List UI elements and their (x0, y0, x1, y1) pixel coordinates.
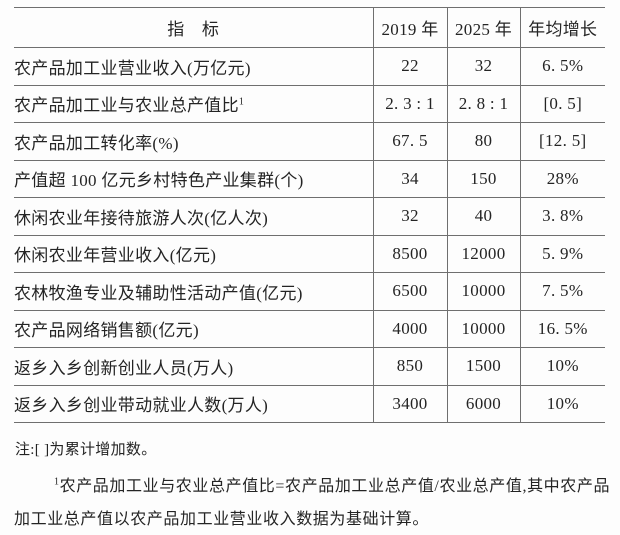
footnote-marker: 1 (238, 96, 245, 108)
value-2025-cell: 32 (446, 47, 520, 86)
table-row: 农产品加工业与农业总产值比1 2. 3 : 1 2. 8 : 1 [0. 5] (14, 85, 605, 123)
growth-cell: 10% (519, 385, 605, 423)
growth-cell: [0. 5] (519, 85, 605, 123)
plan-indicators-table: 指 标 2019 年 2025 年 年均增长 农产品加工业营业收入(万亿元) 2… (14, 7, 605, 423)
value-2025-cell: 150 (446, 160, 520, 198)
header-indicator: 指 标 (14, 7, 373, 48)
value-2019-cell: 2. 3 : 1 (372, 85, 447, 123)
value-2025-cell: 1500 (446, 347, 520, 386)
growth-cell: 7. 5% (519, 272, 605, 311)
table-row: 农林牧渔专业及辅助性活动产值(亿元) 6500 10000 7. 5% (14, 272, 605, 311)
footnote-line-2: 加工业总产值以农产品加工业营业收入数据为基础计算。 (14, 511, 430, 528)
header-2019: 2019 年 (372, 7, 447, 48)
growth-cell: 5. 9% (519, 235, 605, 273)
table-row: 返乡入乡创新创业人员(万人) 850 1500 10% (14, 347, 605, 386)
value-2019-cell: 4000 (372, 310, 447, 348)
indicator-cell: 农产品网络销售额(亿元) (14, 310, 373, 348)
value-2025-cell: 10000 (446, 272, 520, 311)
footnote-line-1: 1农产品加工业与农业总产值比=农产品加工业总产值/农业总产值,其中农产品 (54, 472, 610, 496)
header-growth: 年均增长 (519, 7, 605, 48)
value-2019-cell: 32 (372, 197, 447, 236)
value-2025-cell: 40 (446, 197, 520, 236)
indicator-text: 农产品加工业与农业总产值比 (14, 96, 239, 116)
value-2019-cell: 6500 (372, 272, 447, 311)
growth-cell: [12. 5] (519, 122, 605, 161)
table-row: 休闲农业年接待旅游人次(亿人次) 32 40 3. 8% (14, 197, 605, 236)
value-2025-cell: 2. 8 : 1 (446, 85, 520, 123)
indicator-cell: 产值超 100 亿元乡村特色产业集群(个) (14, 160, 373, 198)
indicator-cell: 返乡入乡创新创业人员(万人) (14, 347, 373, 386)
indicator-cell: 休闲农业年营业收入(亿元) (14, 235, 373, 273)
value-2019-cell: 3400 (372, 385, 447, 423)
footnote-text-1: 农产品加工业与农业总产值比=农产品加工业总产值/农业总产值,其中农产品 (59, 478, 611, 495)
value-2019-cell: 8500 (372, 235, 447, 273)
value-2025-cell: 12000 (446, 235, 520, 273)
table-row: 返乡入乡创业带动就业人数(万人) 3400 6000 10% (14, 385, 605, 423)
value-2019-cell: 22 (372, 47, 447, 86)
indicator-cell: 农产品加工业营业收入(万亿元) (14, 47, 373, 86)
table-row: 农产品网络销售额(亿元) 4000 10000 16. 5% (14, 310, 605, 348)
value-2025-cell: 6000 (446, 385, 520, 423)
indicator-cell: 农林牧渔专业及辅助性活动产值(亿元) (14, 272, 373, 311)
growth-cell: 10% (519, 347, 605, 386)
table-header-row: 指 标 2019 年 2025 年 年均增长 (14, 7, 605, 48)
indicator-cell: 返乡入乡创业带动就业人数(万人) (14, 385, 373, 423)
growth-cell: 6. 5% (519, 47, 605, 86)
value-2025-cell: 10000 (446, 310, 520, 348)
growth-cell: 3. 8% (519, 197, 605, 236)
indicator-cell: 农产品加工转化率(%) (14, 122, 373, 161)
value-2019-cell: 67. 5 (372, 122, 447, 161)
value-2019-cell: 850 (372, 347, 447, 386)
growth-cell: 16. 5% (519, 310, 605, 348)
value-2025-cell: 80 (446, 122, 520, 161)
table-row: 农产品加工转化率(%) 67. 5 80 [12. 5] (14, 122, 605, 161)
table-row: 产值超 100 亿元乡村特色产业集群(个) 34 150 28% (14, 160, 605, 198)
table-row: 休闲农业年营业收入(亿元) 8500 12000 5. 9% (14, 235, 605, 273)
value-2019-cell: 34 (372, 160, 447, 198)
indicator-cell: 休闲农业年接待旅游人次(亿人次) (14, 197, 373, 236)
table-row: 农产品加工业营业收入(万亿元) 22 32 6. 5% (14, 47, 605, 86)
growth-cell: 28% (519, 160, 605, 198)
header-2025: 2025 年 (446, 7, 520, 48)
footnote-superscript: 1 (54, 476, 60, 488)
indicator-cell: 农产品加工业与农业总产值比1 (14, 85, 373, 123)
bracket-note: 注:[ ]为累计增加数。 (15, 442, 157, 458)
